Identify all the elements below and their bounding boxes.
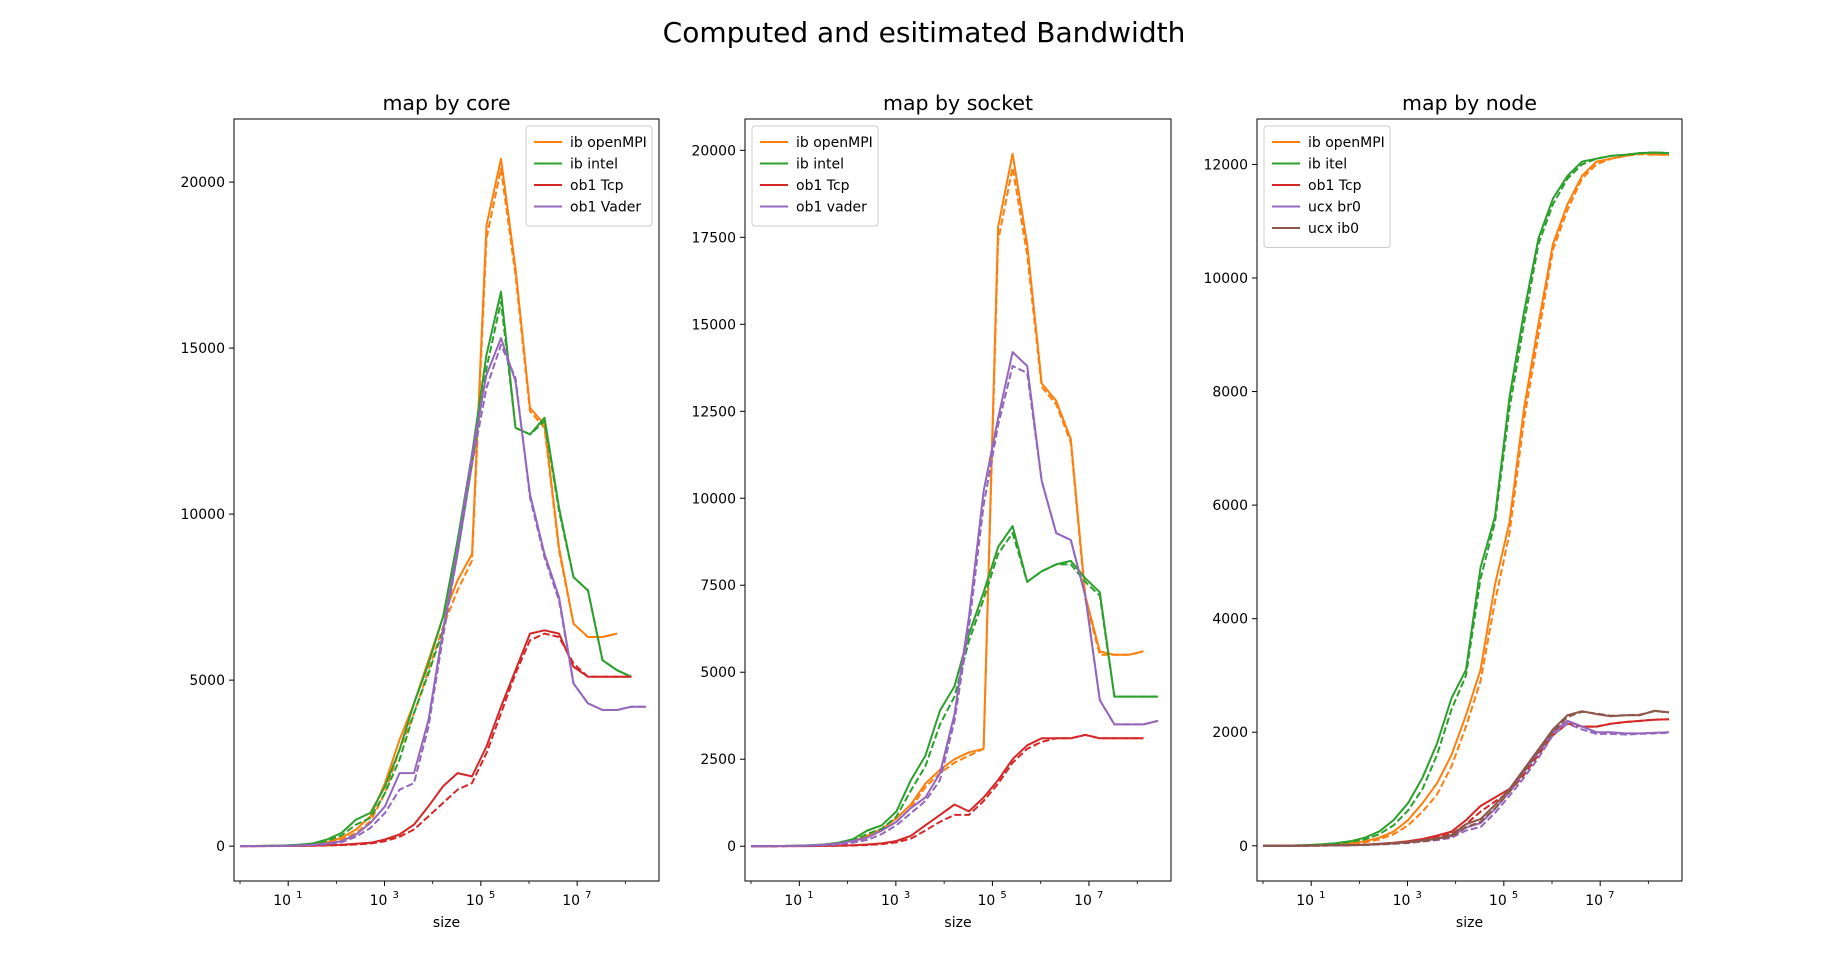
subplot-title: map by node xyxy=(1402,91,1537,115)
legend-label-ib-intel: ib intel xyxy=(570,157,618,173)
y-tick-label: 5000 xyxy=(700,665,736,681)
y-tick-label: 10000 xyxy=(180,507,225,523)
x-tick-label: 10 xyxy=(466,893,484,909)
x-tick-exponent: 7 xyxy=(1608,890,1614,901)
legend-box xyxy=(751,125,879,227)
x-tick-label: 10 xyxy=(562,893,580,909)
x-tick-exponent: 5 xyxy=(1512,890,1518,901)
x-tick-label: 10 xyxy=(978,893,996,909)
x-axis-label: size xyxy=(433,915,460,931)
legend: ib openMPI ib itel ob1 Tcp ucx br0 ucx ib0 xyxy=(1263,125,1391,248)
legend-box xyxy=(525,125,653,227)
x-tick-exponent: 5 xyxy=(489,890,495,901)
x-tick-exponent: 3 xyxy=(904,890,910,901)
legend-label-ib-intel: ib intel xyxy=(796,157,844,173)
y-tick-label: 0 xyxy=(216,839,225,855)
y-tick-label: 10000 xyxy=(1203,271,1248,287)
legend-label-ib-itel: ib itel xyxy=(1308,157,1347,173)
x-tick-label: 10 xyxy=(881,893,899,909)
series-line-ucx-br0-estimated xyxy=(1263,722,1670,847)
legend-label-ob1-tcp: ob1 Tcp xyxy=(796,178,850,194)
y-tick-label: 0 xyxy=(1239,839,1248,855)
x-tick-exponent: 5 xyxy=(1000,890,1006,901)
x-tick-exponent: 3 xyxy=(1416,890,1422,901)
legend: ib openMPI ib intel ob1 Tcp ob1 Vader xyxy=(525,125,653,227)
x-tick-label: 10 xyxy=(784,893,802,909)
plot-area xyxy=(239,157,646,848)
x-tick-label: 10 xyxy=(1489,893,1507,909)
legend-label-ob1-tcp: ob1 Tcp xyxy=(1308,178,1362,194)
subplot-title: map by core xyxy=(382,91,510,115)
axes-frame xyxy=(744,118,1172,882)
y-tick-label: 10000 xyxy=(691,491,736,507)
x-tick-exponent: 3 xyxy=(393,890,399,901)
legend-label-ob1-tcp: ob1 Tcp xyxy=(570,178,624,194)
subplot-map-by-node: map by node 0 2000 4000 6000 8000 10000 12000 10… xyxy=(1203,91,1683,931)
x-tick-label: 10 xyxy=(273,893,291,909)
y-tick-label: 20000 xyxy=(180,175,225,191)
plot-area xyxy=(1262,151,1670,847)
y-tick-label: 2500 xyxy=(700,752,736,768)
x-tick-exponent: 1 xyxy=(296,890,302,901)
axes-frame xyxy=(1256,118,1683,882)
x-tick-label: 10 xyxy=(1074,893,1092,909)
x-tick-label: 10 xyxy=(370,893,388,909)
y-tick-label: 20000 xyxy=(691,143,736,159)
y-tick-label: 17500 xyxy=(691,230,736,246)
x-axis-label: size xyxy=(1456,915,1483,931)
figure-title: Computed and esitimated Bandwidth xyxy=(663,16,1186,49)
x-tick-exponent: 1 xyxy=(807,890,813,901)
series-line-ucx-ib0-computed xyxy=(1263,709,1670,847)
y-tick-label: 6000 xyxy=(1212,498,1248,514)
x-tick-label: 10 xyxy=(1296,893,1314,909)
y-tick-label: 0 xyxy=(727,839,736,855)
series-line-ib-itel-computed xyxy=(1262,151,1670,847)
y-tick-label: 7500 xyxy=(700,578,736,594)
subplot-map-by-socket: map by socket 0 2500 5000 7500 10000 12500 1500… xyxy=(691,91,1172,931)
axes-frame xyxy=(233,118,660,882)
subplot-map-by-core: map by core 0 5000 10000 15000 20000 10 1 10 3 10 5… xyxy=(180,91,660,931)
y-tick-label: 2000 xyxy=(1212,725,1248,741)
y-tick-label: 15000 xyxy=(180,341,225,357)
legend-label-ib-openmpi: ib openMPI xyxy=(1308,135,1385,151)
y-tick-label: 8000 xyxy=(1212,385,1248,401)
y-tick-label: 12500 xyxy=(691,404,736,420)
x-tick-exponent: 7 xyxy=(1097,890,1103,901)
y-tick-label: 4000 xyxy=(1212,612,1248,628)
legend: ib openMPI ib intel ob1 Tcp ob1 vader xyxy=(751,125,879,227)
series-line-ob1-vader-computed xyxy=(750,351,1159,848)
subplot-title: map by socket xyxy=(883,91,1033,115)
legend-label-ob1-vader: ob1 Vader xyxy=(570,200,641,216)
x-tick-exponent: 7 xyxy=(585,890,591,901)
y-tick-label: 12000 xyxy=(1203,157,1248,173)
x-tick-exponent: 1 xyxy=(1319,890,1325,901)
series-line-ib-intel-estimated xyxy=(750,532,1158,848)
series-line-ib-openmpi-estimated xyxy=(1263,153,1669,847)
x-tick-label: 10 xyxy=(1393,893,1411,909)
x-tick-label: 10 xyxy=(1585,893,1603,909)
plot-area xyxy=(750,152,1159,848)
legend-label-ucx-ib0: ucx ib0 xyxy=(1308,221,1359,237)
legend-label-ib-openmpi: ib openMPI xyxy=(796,135,873,151)
legend-label-ucx-br0: ucx br0 xyxy=(1308,200,1361,216)
legend-label-ib-openmpi: ib openMPI xyxy=(570,135,647,151)
series-line-ob1-vader-computed xyxy=(240,337,646,848)
y-tick-label: 5000 xyxy=(189,673,225,689)
x-axis-label: size xyxy=(944,915,971,931)
legend-label-ob1-vader: ob1 vader xyxy=(796,200,867,216)
y-tick-label: 15000 xyxy=(691,317,736,333)
legend-box xyxy=(1263,125,1391,248)
